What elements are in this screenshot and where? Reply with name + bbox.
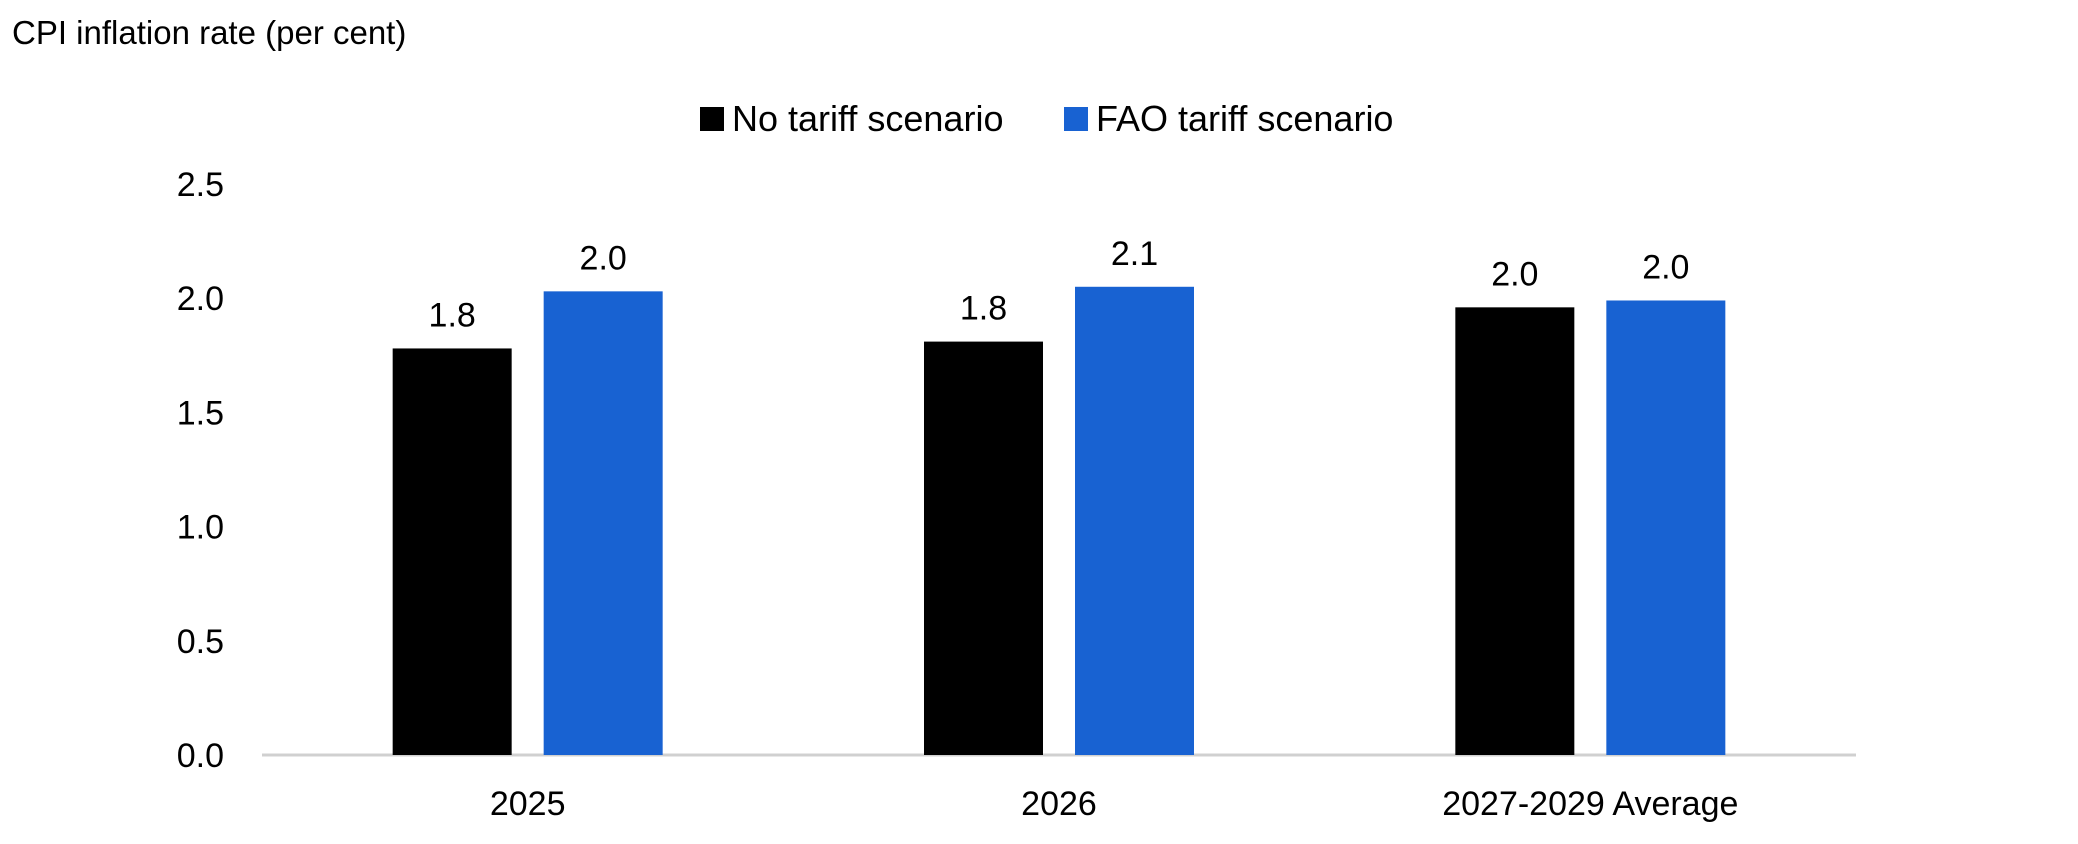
data-label-no-tariff: 1.8 — [429, 296, 476, 334]
y-tick-label: 0.5 — [177, 623, 224, 661]
y-tick-label: 0.0 — [177, 737, 224, 775]
legend-swatch-fao-tariff — [1064, 107, 1088, 131]
bar-no-tariff — [1455, 307, 1575, 755]
x-tick-label: 2025 — [490, 785, 566, 823]
legend-item-no-tariff: No tariff scenario — [700, 98, 1003, 140]
legend-label-fao-tariff: FAO tariff scenario — [1096, 98, 1394, 139]
x-tick-label: 2027-2029 Average — [1442, 785, 1738, 823]
legend: No tariff scenario FAO tariff scenario — [0, 98, 2078, 142]
data-label-no-tariff: 2.0 — [1491, 255, 1538, 293]
bar-fao-tariff — [1075, 286, 1194, 755]
bar-no-tariff — [392, 348, 512, 755]
data-label-fao-tariff: 2.0 — [580, 239, 627, 277]
bar-fao-tariff — [1606, 300, 1726, 755]
legend-item-fao-tariff: FAO tariff scenario — [1064, 98, 1393, 140]
bar-fao-tariff — [543, 291, 663, 755]
legend-label-no-tariff: No tariff scenario — [732, 98, 1004, 139]
y-tick-label: 1.5 — [177, 394, 224, 432]
data-label-no-tariff: 1.8 — [960, 290, 1007, 328]
data-label-fao-tariff: 2.1 — [1111, 235, 1158, 273]
y-tick-label: 2.0 — [177, 280, 224, 318]
bar-no-tariff — [924, 341, 1043, 755]
data-label-fao-tariff: 2.0 — [1642, 248, 1689, 286]
legend-swatch-no-tariff — [700, 107, 724, 131]
y-tick-label: 2.5 — [177, 166, 224, 204]
x-tick-label: 2026 — [1021, 785, 1097, 823]
chart-title: CPI inflation rate (per cent) — [12, 14, 407, 51]
y-tick-label: 1.0 — [177, 509, 224, 547]
